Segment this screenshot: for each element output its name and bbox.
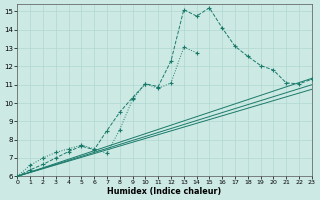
- X-axis label: Humidex (Indice chaleur): Humidex (Indice chaleur): [108, 187, 222, 196]
